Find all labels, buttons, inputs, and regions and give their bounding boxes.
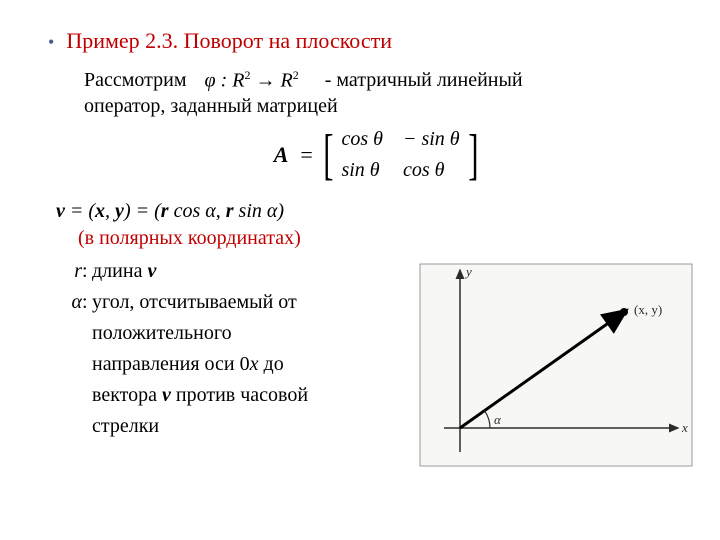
svg-text:(x, y): (x, y) <box>634 302 662 317</box>
r-desc: длина v <box>92 256 156 287</box>
matrix-cell: cos θ <box>341 128 382 151</box>
alpha-line3: направления оси 0х до <box>92 349 372 380</box>
intro-block: Рассмотрим φ : R2 → R2 - матричный линей… <box>84 68 672 182</box>
alpha-line4: вектора v против часовой <box>92 380 372 411</box>
title-line: • Пример 2.3. Поворот на плоскости <box>48 28 672 54</box>
matrix-cell: sin θ <box>341 159 382 182</box>
alpha-line2: положительного <box>92 318 372 349</box>
phi-formula: φ : R2 → R2 <box>205 68 299 93</box>
matrix-cell: − sin θ <box>403 128 460 151</box>
bullet-icon: • <box>48 33 54 51</box>
intro-post: - матричный линейный <box>325 69 523 92</box>
right-bracket-icon: ] <box>468 131 478 179</box>
slide-title: Пример 2.3. Поворот на плоскости <box>66 28 392 54</box>
polar-note: (в полярных координатах) <box>78 227 672 250</box>
matrix-grid: cos θ − sin θ sin θ cos θ <box>337 128 463 182</box>
matrix-eq: = <box>300 142 312 168</box>
intro-line2: оператор, заданный матрицей <box>84 95 672 118</box>
vector-diagram: x y (x, y) α <box>416 260 696 470</box>
matrix-label: A <box>274 142 289 168</box>
svg-text:y: y <box>464 264 472 279</box>
r-symbol: r <box>58 256 82 287</box>
alpha-line1: угол, отсчитываемый от <box>92 287 297 318</box>
alpha-line5: стрелки <box>92 411 372 442</box>
left-bracket-icon: [ <box>323 131 333 179</box>
vector-equation: v = (x, y) = (r cos α, r sin α) <box>56 200 672 223</box>
matrix-cell: cos θ <box>403 159 460 182</box>
svg-text:α: α <box>494 412 502 427</box>
svg-text:x: x <box>681 420 688 435</box>
intro-pre: Рассмотрим <box>84 69 187 92</box>
matrix-block: A = [ cos θ − sin θ sin θ cos θ ] <box>84 128 672 182</box>
alpha-symbol: α <box>58 287 82 318</box>
